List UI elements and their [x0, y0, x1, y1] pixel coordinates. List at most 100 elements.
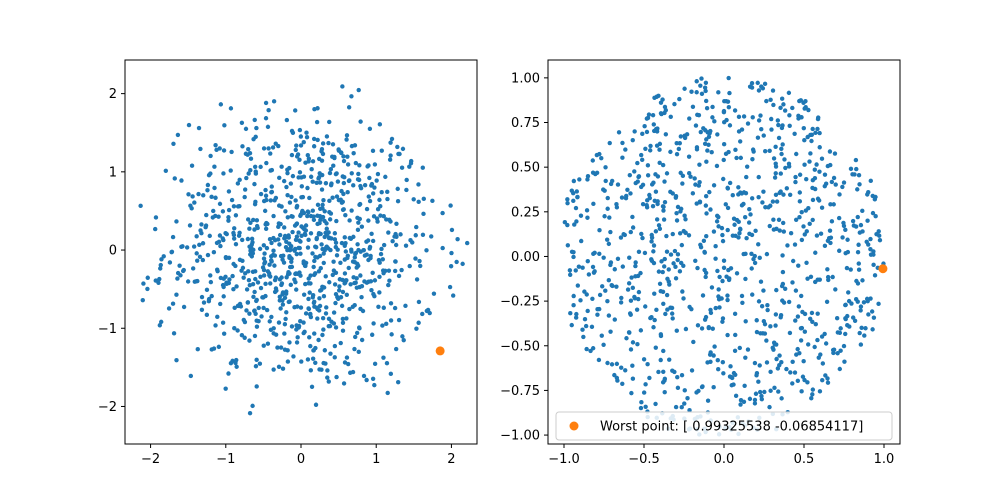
scatter-point: [641, 390, 647, 395]
scatter-point: [841, 180, 847, 185]
scatter-point: [607, 140, 612, 146]
scatter-point: [819, 205, 825, 210]
scatter-point: [253, 311, 258, 316]
scatter-point: [716, 224, 721, 229]
scatter-point: [216, 214, 221, 219]
scatter-point: [180, 244, 185, 249]
scatter-point: [265, 341, 271, 346]
scatter-point: [858, 304, 864, 309]
scatter-point: [235, 181, 241, 186]
scatter-point: [385, 189, 390, 195]
scatter-point: [628, 298, 634, 303]
scatter-point: [264, 245, 270, 251]
scatter-point: [307, 195, 312, 201]
y-tick-label: 0: [109, 244, 117, 259]
scatter-point: [711, 229, 717, 234]
scatter-point: [356, 349, 361, 355]
scatter-point: [640, 201, 646, 207]
scatter-point: [752, 253, 757, 259]
scatter-point: [298, 251, 303, 256]
scatter-point: [229, 197, 235, 203]
scatter-point: [731, 216, 737, 221]
scatter-point: [652, 291, 657, 296]
scatter-point: [752, 401, 758, 406]
scatter-point: [772, 175, 778, 180]
scatter-point: [208, 153, 213, 159]
scatter-point: [706, 130, 712, 136]
scatter-point: [330, 154, 335, 159]
scatter-point: [639, 399, 644, 405]
scatter-point: [720, 232, 725, 238]
scatter-point: [326, 316, 332, 322]
scatter-point: [869, 309, 875, 314]
scatter-point: [727, 123, 733, 128]
scatter-point: [210, 215, 215, 220]
scatter-point: [828, 240, 833, 246]
scatter-point: [702, 85, 708, 90]
scatter-point: [762, 331, 768, 336]
scatter-point: [817, 277, 822, 282]
scatter-point: [876, 301, 881, 307]
scatter-point: [778, 171, 783, 176]
scatter-point: [618, 300, 624, 305]
scatter-point: [261, 343, 266, 348]
scatter-point: [796, 304, 802, 309]
scatter-point: [600, 284, 605, 289]
scatter-point: [790, 280, 795, 285]
scatter-point: [211, 346, 217, 351]
scatter-point: [361, 373, 367, 379]
scatter-point: [158, 262, 163, 268]
scatter-point: [623, 368, 628, 373]
scatter-point: [341, 158, 347, 164]
scatter-point: [213, 195, 218, 200]
scatter-point: [312, 331, 317, 336]
scatter-point: [671, 261, 676, 266]
scatter-point: [663, 132, 669, 137]
scatter-point: [276, 364, 282, 369]
scatter-point: [303, 311, 309, 316]
scatter-point: [347, 218, 352, 223]
scatter-point: [333, 291, 339, 297]
scatter-point: [318, 288, 323, 293]
scatter-point: [612, 317, 617, 322]
scatter-point: [201, 300, 207, 305]
scatter-point: [792, 242, 798, 247]
scatter-point: [336, 197, 342, 203]
scatter-point: [737, 230, 742, 236]
scatter-point: [228, 360, 234, 366]
scatter-point: [584, 346, 589, 352]
scatter-point: [331, 163, 336, 168]
scatter-point: [736, 114, 742, 120]
scatter-point: [264, 307, 270, 313]
scatter-point: [837, 192, 842, 197]
scatter-point: [573, 315, 579, 320]
scatter-point: [693, 258, 698, 263]
scatter-point: [700, 293, 706, 298]
scatter-point: [843, 302, 848, 308]
scatter-point: [625, 287, 631, 292]
scatter-point: [245, 217, 251, 222]
scatter-point: [404, 177, 409, 183]
scatter-point: [682, 86, 687, 91]
scatter-point: [356, 247, 361, 253]
scatter-point: [284, 117, 290, 123]
scatter-point: [324, 305, 329, 310]
scatter-point: [744, 164, 750, 169]
x-tick-label: 0: [297, 452, 305, 467]
scatter-point: [384, 360, 390, 366]
scatter-point: [599, 333, 604, 338]
scatter-point: [703, 128, 708, 133]
scatter-point: [833, 287, 838, 292]
scatter-point: [268, 198, 273, 203]
scatter-point: [818, 231, 824, 236]
scatter-point: [291, 354, 296, 359]
scatter-point: [733, 147, 738, 153]
scatter-point: [736, 129, 742, 134]
scatter-point: [344, 316, 349, 321]
scatter-point: [856, 173, 862, 178]
scatter-point: [768, 97, 773, 102]
scatter-point: [848, 166, 854, 172]
scatter-point: [366, 218, 371, 223]
scatter-point: [780, 253, 785, 258]
scatter-point: [639, 152, 644, 158]
